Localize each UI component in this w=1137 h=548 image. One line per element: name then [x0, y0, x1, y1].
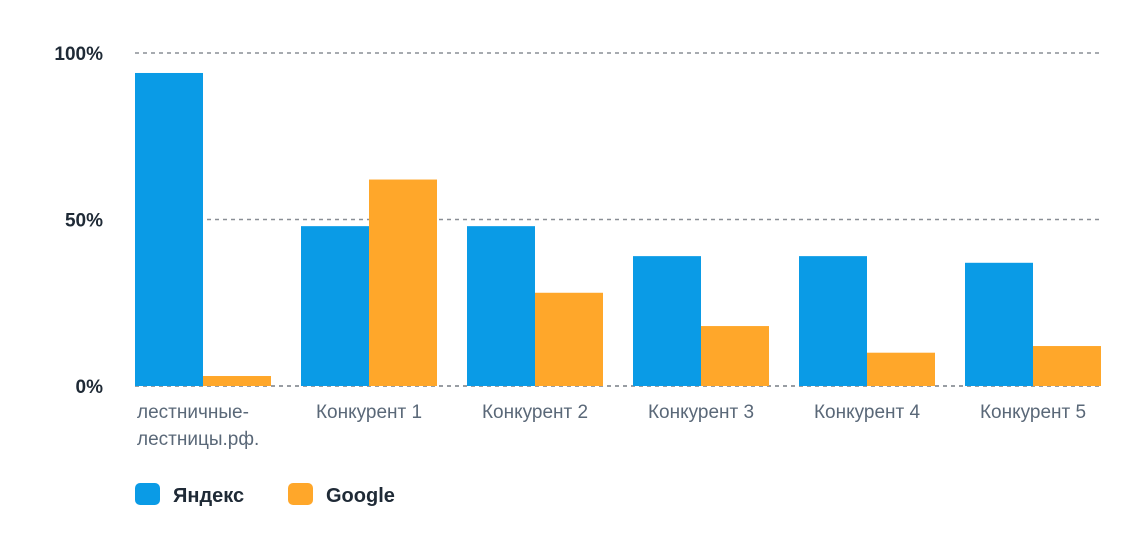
bar-yandex-4 [633, 256, 701, 386]
y-tick-label: 50% [65, 211, 103, 232]
bar-yandex-6 [965, 262, 1033, 386]
bar-yandex-1 [135, 72, 203, 386]
x-tick-label: Конкурент 2 [482, 402, 588, 423]
bar-google-5 [867, 352, 935, 386]
bar-yandex-3 [467, 226, 535, 386]
x-tick-label: Конкурент 3 [648, 402, 754, 423]
x-tick-label-line: Конкурент 2 [482, 402, 588, 423]
gridlines [135, 52, 1101, 387]
x-tick-label-line: Конкурент 4 [814, 402, 921, 423]
x-tick-label-line: Конкурент 3 [648, 402, 754, 423]
bars [135, 72, 1101, 386]
legend-swatch-yandex [135, 483, 160, 505]
legend-label-google: Google [326, 485, 395, 507]
bar-yandex-2 [301, 226, 369, 386]
bar-google-4 [701, 326, 769, 386]
x-tick-label-line: Конкурент 5 [980, 402, 1086, 423]
x-tick-label-line: лестницы.рф. [137, 429, 259, 450]
x-tick-label-line: Конкурент 1 [316, 402, 422, 423]
y-tick-label: 0% [76, 377, 104, 398]
bar-google-3 [535, 292, 603, 386]
bar-yandex-5 [799, 256, 867, 386]
y-tick-label: 100% [54, 44, 103, 65]
x-tick-label: Конкурент 1 [316, 402, 422, 423]
legend-swatch-google [288, 483, 313, 505]
x-tick-label: лестничные-лестницы.рф. [137, 402, 259, 450]
x-tick-label: Конкурент 4 [814, 402, 921, 423]
y-axis-ticks: 0% 50% 100% [54, 44, 103, 398]
x-tick-label-line: лестничные- [137, 402, 249, 423]
legend-label-yandex: Яндекс [173, 485, 244, 507]
legend: Яндекс Google [135, 483, 395, 507]
x-tick-label: Конкурент 5 [980, 402, 1086, 423]
bar-google-1 [203, 376, 271, 386]
x-axis-ticks: лестничные-лестницы.рф. Конкурент 1 Конкур… [137, 402, 1086, 450]
bar-google-2 [369, 179, 437, 386]
bar-google-6 [1033, 346, 1101, 386]
